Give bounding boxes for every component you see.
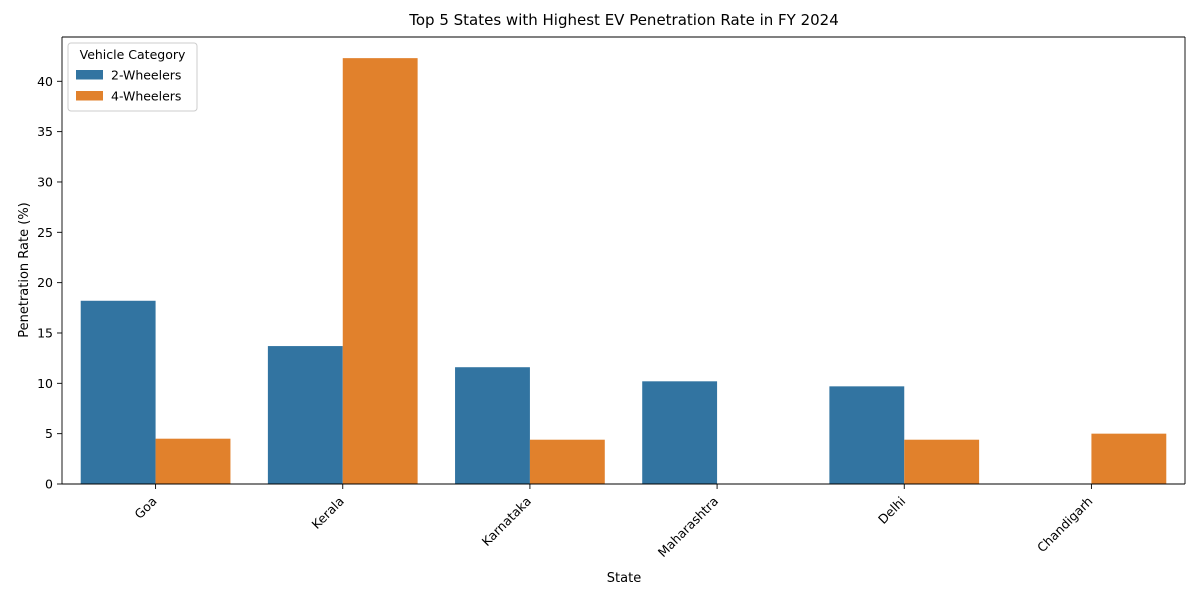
legend-label-4-wheelers: 4-Wheelers [111, 89, 181, 104]
legend-swatch-2-wheelers [76, 70, 103, 80]
y-tick-label: 20 [37, 275, 53, 290]
y-tick-label: 30 [37, 174, 53, 189]
y-tick-label: 35 [37, 124, 53, 139]
legend-swatch-4-wheelers [76, 91, 103, 101]
chart-title: Top 5 States with Highest EV Penetration… [408, 11, 839, 29]
y-tick-label: 25 [37, 225, 53, 240]
legend-title: Vehicle Category [80, 47, 186, 62]
x-axis-title: State [607, 571, 641, 586]
y-tick-label: 10 [37, 376, 53, 391]
bar-4-wheelers-kerala [342, 58, 418, 484]
x-tick-label: Goa [131, 494, 159, 522]
bar-2-wheelers-goa [80, 300, 156, 484]
bar-4-wheelers-delhi [904, 439, 980, 484]
x-tick-label: Delhi [875, 494, 908, 527]
x-tick-label: Chandigarh [1034, 494, 1096, 556]
bar-2-wheelers-delhi [829, 386, 905, 484]
y-tick-label: 5 [45, 426, 53, 441]
plot-area: 0 5 10 15 20 25 30 35 40 Goa Kerala Karnataka Mahara… [37, 36, 1186, 560]
bar-4-wheelers-chandigarh [1091, 433, 1167, 484]
bar-4-wheelers-goa [155, 438, 231, 484]
y-axis-title: Penetration Rate (%) [17, 202, 32, 338]
y-tick-label: 15 [37, 325, 53, 340]
x-tick-label: Karnataka [479, 494, 534, 549]
x-tick-label: Kerala [309, 494, 347, 532]
bar-2-wheelers-karnataka [455, 367, 530, 484]
bar-2-wheelers-maharashtra [642, 381, 718, 484]
bar-2-wheelers-kerala [267, 346, 343, 484]
y-tick-label: 0 [45, 477, 53, 492]
bar-4-wheelers-karnataka [529, 439, 605, 484]
legend: Vehicle Category 2-Wheelers 4-Wheelers [67, 42, 198, 112]
y-tick-label: 40 [37, 74, 53, 89]
x-tick-label: Maharashtra [655, 494, 721, 560]
legend-label-2-wheelers: 2-Wheelers [111, 68, 181, 83]
